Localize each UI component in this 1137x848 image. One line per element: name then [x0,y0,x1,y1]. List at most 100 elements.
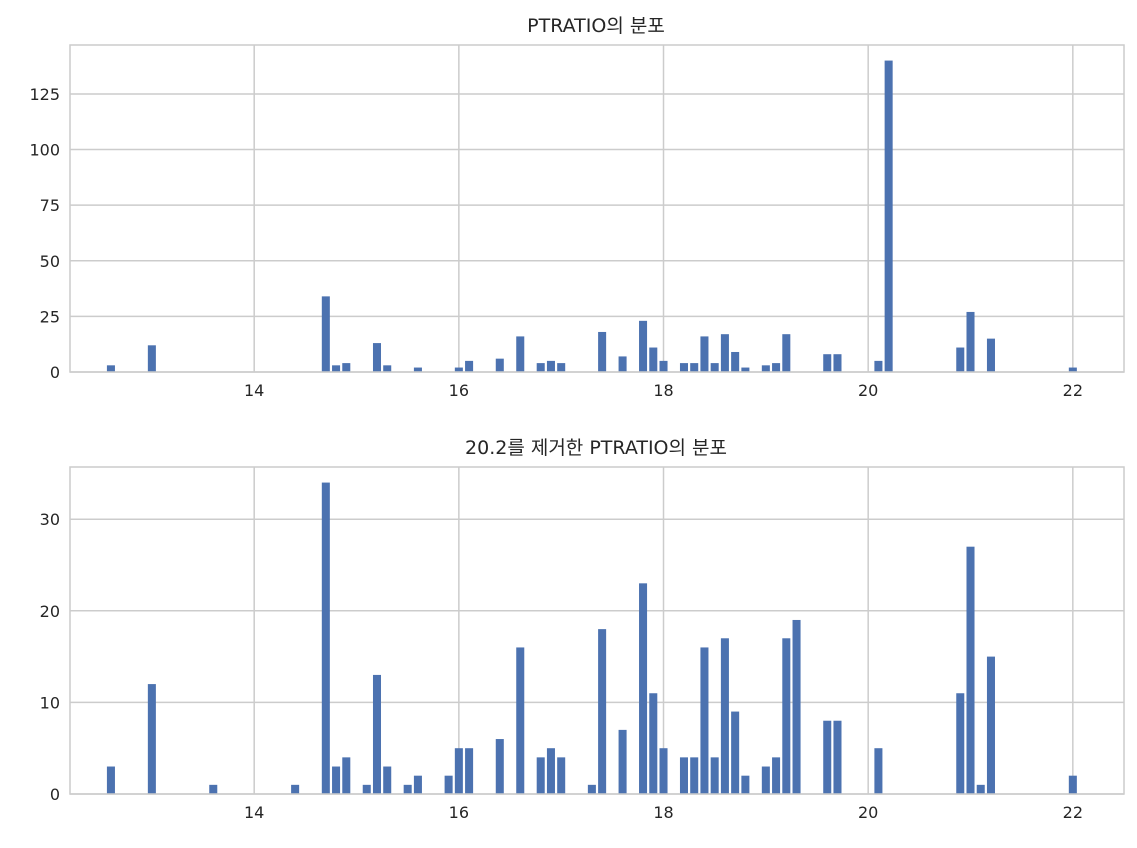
histogram-bar [741,367,750,372]
x-tick-label: 18 [653,803,673,822]
chart-title-bottom: 20.2를 제거한 PTRATIO의 분포 [465,437,727,459]
histogram-bar [761,766,770,794]
histogram-bar [1068,367,1077,372]
x-tick-label: 14 [244,803,264,822]
histogram-bar [649,693,658,794]
histogram-bar [413,775,422,794]
histogram-bar [403,784,412,794]
x-tick-label: 22 [1063,803,1083,822]
plot-area [70,45,1124,372]
histogram-bar [710,363,719,372]
chart-panel-top: PTRATIO의 분포 14 16 18 20 22 0 25 50 75 100 125 [29,15,1125,400]
histogram-bar [710,757,719,794]
histogram-bar [731,351,740,372]
histogram-bar [587,784,596,794]
histogram-bar [986,656,995,794]
x-tick-label: 18 [653,381,673,400]
histogram-bar [209,784,218,794]
histogram-bar [720,638,729,794]
histogram-bar [598,331,607,372]
histogram-bar [106,766,115,794]
histogram-bar [372,674,382,794]
histogram-bar [362,784,371,794]
histogram-bar [649,347,658,372]
histogram-bar [536,757,545,794]
histogram-bar [956,693,965,794]
histogram-bar [966,546,975,794]
histogram-bar [679,757,688,794]
histogram-bar [700,336,709,372]
histogram-bar [495,358,504,372]
histogram-bar [1068,775,1077,794]
y-tick-label: 75 [40,196,60,215]
histogram-bar [700,647,709,794]
histogram-bar [546,360,555,372]
histogram-bar [383,365,392,372]
histogram-bar [546,748,555,794]
chart-panel-bottom: 20.2를 제거한 PTRATIO의 분포 14 16 18 20 22 0 10 20 30 [40,437,1125,822]
histogram-bar [679,363,688,372]
histogram-bar [690,363,699,372]
x-tick-label: 16 [449,381,469,400]
histogram-bar [516,647,525,794]
histogram-bar [618,729,627,794]
histogram-bar [321,482,330,794]
x-tick-label: 22 [1063,381,1083,400]
histogram-bar [639,320,648,372]
histogram-bar [454,748,463,794]
x-tick-label: 20 [858,381,878,400]
histogram-bar [966,311,975,372]
histogram-bar [741,775,750,794]
chart-title-top: PTRATIO의 분포 [527,15,665,37]
plot-frame [69,44,1125,373]
y-tick-label: 10 [40,693,60,712]
histogram-bar [731,711,740,794]
y-tick-label: 25 [40,307,60,326]
y-tick-label: 50 [40,252,60,271]
histogram-bar [291,784,300,794]
histogram-bar [772,363,781,372]
histogram-bar [413,367,422,372]
histogram-bar [516,336,525,372]
y-tick-label: 20 [40,602,60,621]
histogram-bar [761,365,770,372]
histogram-bar [772,757,781,794]
histogram-bar [444,775,453,794]
x-tick-label: 20 [858,803,878,822]
histogram-bar [792,619,801,794]
histogram-bar [639,583,648,794]
histogram-bar [874,360,883,372]
histogram-bar [782,638,791,794]
plot-frame [69,466,1125,795]
histogram-bar [986,338,995,372]
histogram-bar [147,345,156,372]
histogram-bar [956,347,965,372]
histogram-bar [782,334,791,372]
histogram-bar [833,720,842,794]
histogram-bar [659,748,668,794]
histogram-bar [823,720,832,794]
histogram-bar [465,360,474,372]
x-tick-label: 16 [449,803,469,822]
histogram-bar [454,367,463,372]
y-tick-label: 0 [50,363,60,382]
histogram-bar [332,766,341,794]
histogram-bar [465,748,474,794]
x-tick-label: 14 [244,381,264,400]
y-tick-label: 125 [29,85,60,104]
histogram-bar [147,684,156,794]
histogram-bar [383,766,392,794]
y-tick-label: 100 [29,141,60,160]
histogram-bar [823,354,832,372]
histogram-bar [332,365,341,372]
histogram-bar [659,360,668,372]
histogram-bar [720,334,729,372]
histogram-bar [976,784,985,794]
histogram-bar [106,365,115,372]
y-tick-label: 30 [40,510,60,529]
histogram-bar [874,748,883,794]
histogram-bar [342,363,351,372]
histogram-bar [536,363,545,372]
histogram-bar [884,60,893,372]
histogram-bar [557,363,566,372]
